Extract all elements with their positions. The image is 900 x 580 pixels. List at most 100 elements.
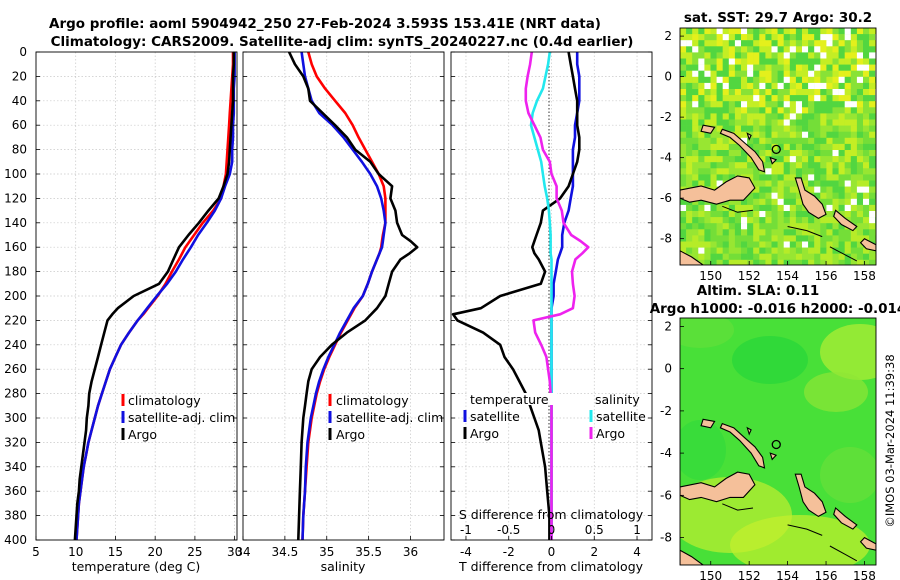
- sst-cell: [832, 119, 839, 126]
- sst-cell: [680, 52, 687, 59]
- sst-cell: [808, 89, 815, 96]
- sst-cell: [844, 235, 851, 242]
- sst-cell: [722, 259, 729, 265]
- sst-cell: [716, 131, 723, 138]
- sst-cell: [808, 82, 815, 90]
- sst-cell: [863, 131, 870, 138]
- y-tick-label: 80: [12, 143, 27, 157]
- sst-cell: [869, 76, 876, 84]
- sst-cell: [850, 143, 858, 151]
- sst-cell: [753, 70, 760, 77]
- sst-cell: [826, 82, 833, 90]
- sst-cell: [832, 162, 839, 169]
- sst-cell: [814, 229, 821, 236]
- sst-cell: [753, 168, 760, 175]
- sst-cell: [869, 107, 876, 114]
- sst-cell: [832, 113, 839, 120]
- sst-cell: [777, 223, 784, 230]
- sst-cell: [704, 143, 711, 151]
- sst-cell: [814, 119, 821, 126]
- legend-label-t-argo: Argo: [470, 426, 499, 441]
- y-tick-label: 100: [4, 167, 27, 181]
- sst-cell: [783, 186, 790, 193]
- sst-cell: [741, 156, 748, 163]
- sst-cell: [771, 28, 778, 35]
- sst-cell: [680, 64, 687, 71]
- sst-cell: [850, 192, 858, 199]
- sst-cell: [771, 168, 778, 175]
- sst-cell: [741, 168, 748, 175]
- sst-cell: [832, 180, 839, 187]
- sst-cell: [820, 198, 827, 206]
- sst-cell: [692, 64, 699, 71]
- sst-cell: [777, 247, 784, 254]
- sst-cell: [869, 150, 876, 157]
- sst-cell: [789, 217, 797, 224]
- sst-cell: [771, 95, 778, 102]
- sst-cell: [753, 137, 760, 145]
- reef-outline: [829, 545, 858, 562]
- sst-cell: [759, 40, 766, 47]
- sst-cell: [856, 70, 864, 77]
- sst-cell: [741, 125, 748, 132]
- sst-cell: [832, 131, 839, 138]
- sst-cell: [777, 137, 784, 145]
- sst-cell: [692, 82, 699, 90]
- sst-cell: [759, 52, 766, 59]
- sst-cell: [820, 162, 827, 169]
- sst-cell: [820, 174, 827, 181]
- sst-cell: [820, 253, 827, 260]
- sst-cell: [759, 229, 766, 236]
- sst-cell: [850, 198, 858, 206]
- map-x-tick-label: 158: [853, 569, 876, 580]
- sst-cell: [838, 241, 845, 248]
- sst-cell: [753, 241, 760, 248]
- sst-cell: [722, 211, 729, 218]
- map-y-tick-label: -8: [660, 531, 672, 545]
- sst-cell: [863, 107, 870, 114]
- sst-cell: [820, 52, 827, 59]
- x-tick-label: 0: [548, 545, 556, 559]
- sst-cell: [789, 156, 797, 163]
- sst-cell: [753, 46, 760, 53]
- sst-cell: [698, 101, 705, 108]
- sst-cell: [863, 198, 870, 206]
- sst-cell: [844, 34, 851, 41]
- sst-cell: [734, 211, 742, 218]
- map-y-tick-label: -2: [660, 110, 672, 124]
- sst-cell: [777, 113, 784, 120]
- sst-cell: [728, 28, 736, 35]
- sst-cell: [869, 89, 876, 96]
- sst-cell: [814, 192, 821, 199]
- sst-cell: [692, 119, 699, 126]
- sst-cell: [863, 95, 870, 102]
- sst-cell: [826, 131, 833, 138]
- sst-cell: [826, 192, 833, 199]
- sst-cell: [704, 107, 711, 114]
- difference-ticks: -4 -2 0 2 4 -1 -0.5 0 0.5 1: [451, 51, 652, 559]
- sst-cell: [820, 58, 827, 65]
- sst-cell: [759, 174, 766, 181]
- sst-cell: [698, 89, 705, 96]
- sst-cell: [789, 34, 797, 41]
- sst-cell: [789, 174, 797, 181]
- sst-cell: [698, 229, 705, 236]
- sst-cell: [863, 58, 870, 65]
- sst-cell: [777, 253, 784, 260]
- sst-cell: [765, 217, 772, 224]
- sst-cell: [771, 235, 778, 242]
- sst-cell: [692, 52, 699, 59]
- sst-cell: [686, 52, 693, 59]
- sst-cell: [728, 113, 736, 120]
- sst-cell: [789, 58, 797, 65]
- x2-tick-label: -0.5: [497, 523, 520, 537]
- y-tick-label: 380: [4, 509, 27, 523]
- sst-cell: [795, 247, 803, 254]
- sst-cell: [704, 241, 711, 248]
- sst-cell: [802, 143, 809, 151]
- sst-cell: [850, 119, 858, 126]
- sst-cell: [838, 223, 845, 230]
- sst-cell: [765, 64, 772, 71]
- sst-cell: [814, 82, 821, 90]
- map-x-tick-label: 154: [776, 569, 799, 580]
